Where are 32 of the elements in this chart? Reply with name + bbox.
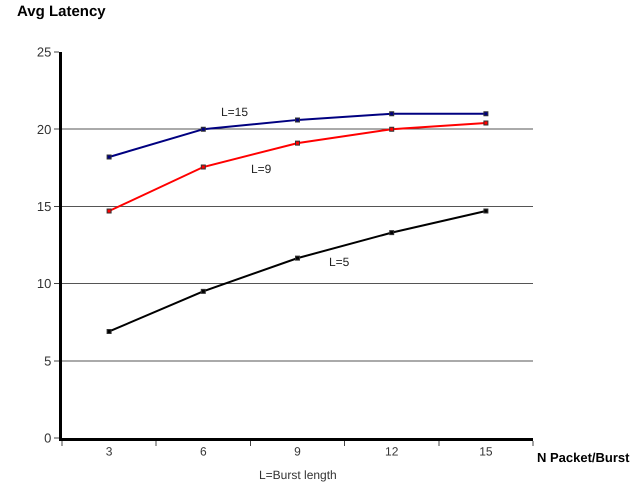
y-tick-label: 20: [36, 122, 52, 137]
point: [106, 328, 112, 334]
x-tick-label: 12: [385, 444, 399, 458]
point: [483, 208, 488, 214]
series-label: L=15: [221, 105, 248, 119]
text: L=Burst length: [259, 468, 337, 482]
point: [295, 256, 300, 261]
point: [106, 154, 112, 160]
x-tick-label: 3: [106, 444, 113, 458]
y-tick-label: 0: [44, 430, 52, 446]
x-tick-label: 6: [200, 444, 207, 458]
y-axis-title: Avg Latency: [17, 3, 106, 20]
point: [389, 230, 394, 236]
y-tick-label: 25: [36, 44, 52, 60]
x-tick-label: 15: [479, 444, 493, 458]
point: [200, 164, 206, 170]
y-tick-label: 10: [36, 276, 52, 292]
point: [200, 126, 206, 132]
point: [106, 208, 112, 214]
series-label: L=9: [251, 162, 272, 176]
point: [483, 111, 488, 116]
point: [389, 111, 394, 116]
y-tick-label: 15: [36, 198, 52, 214]
series-label: L=5: [329, 255, 350, 269]
point: [483, 120, 488, 126]
y-tick-label: 5: [44, 353, 52, 368]
point: [295, 140, 300, 146]
point: [389, 126, 394, 132]
point: [295, 117, 300, 122]
point: [200, 288, 206, 294]
x-axis-title: N Packet/Burst: [537, 450, 630, 465]
x-tick-label: 9: [294, 444, 302, 458]
